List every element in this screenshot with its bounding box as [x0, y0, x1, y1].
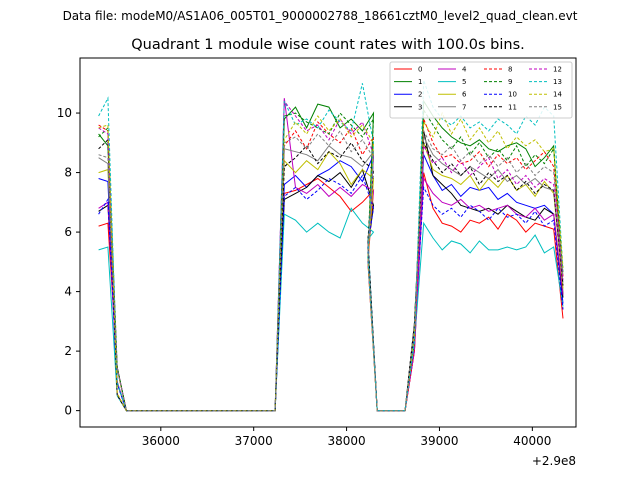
series-line-14 — [98, 111, 564, 412]
chart-title: Quadrant 1 module wise count rates with … — [131, 37, 525, 53]
series-line-15 — [98, 129, 564, 412]
figure-suptitle: Data file: modeM0/AS1A06_005T01_90000027… — [63, 9, 578, 23]
series-line-0 — [98, 172, 564, 412]
series-line-5 — [98, 207, 564, 412]
x-offset-label: +2.9e8 — [532, 454, 576, 468]
series-line-4 — [98, 98, 564, 412]
legend-box — [389, 61, 573, 119]
series-line-6 — [98, 142, 564, 412]
plot-frame — [79, 57, 577, 428]
x-tick-label: 39000 — [420, 434, 458, 448]
x-tick-label: 37000 — [235, 434, 273, 448]
legend-label-15: 15 — [553, 103, 562, 111]
plot-lines — [98, 80, 564, 412]
y-tick-label: 0 — [64, 404, 72, 418]
y-tick-label: 10 — [57, 106, 72, 120]
x-tick-label: 36000 — [142, 434, 180, 448]
legend-label-1: 1 — [418, 78, 422, 86]
y-tick-label: 6 — [64, 225, 72, 239]
series-line-9 — [98, 108, 564, 412]
legend-label-5: 5 — [462, 78, 466, 86]
y-tick-label: 8 — [64, 166, 72, 180]
y-axis: 0 2 4 6 8 10 — [57, 106, 80, 418]
legend-label-6: 6 — [462, 91, 467, 99]
x-tick-label: 40000 — [513, 434, 551, 448]
series-line-8 — [98, 118, 564, 412]
series-line-11 — [98, 138, 564, 412]
legend-label-8: 8 — [508, 66, 512, 74]
legend-label-0: 0 — [418, 66, 422, 74]
series-line-7 — [98, 135, 564, 412]
series-line-2 — [98, 154, 564, 412]
legend-label-10: 10 — [508, 91, 517, 99]
legend-label-12: 12 — [553, 66, 562, 74]
legend-label-11: 11 — [508, 103, 517, 111]
legend-label-3: 3 — [418, 103, 422, 111]
series-line-10 — [98, 174, 564, 412]
y-tick-label: 2 — [64, 344, 72, 358]
x-axis: 36000 37000 38000 39000 40000 — [142, 427, 551, 448]
legend-label-13: 13 — [553, 78, 562, 86]
legend-label-14: 14 — [553, 91, 562, 99]
legend-label-9: 9 — [508, 78, 512, 86]
legend-label-2: 2 — [418, 91, 422, 99]
y-tick-label: 4 — [64, 285, 72, 299]
legend-label-7: 7 — [462, 103, 466, 111]
x-tick-label: 38000 — [327, 434, 365, 448]
legend-label-4: 4 — [462, 66, 467, 74]
series-line-3 — [98, 130, 564, 412]
